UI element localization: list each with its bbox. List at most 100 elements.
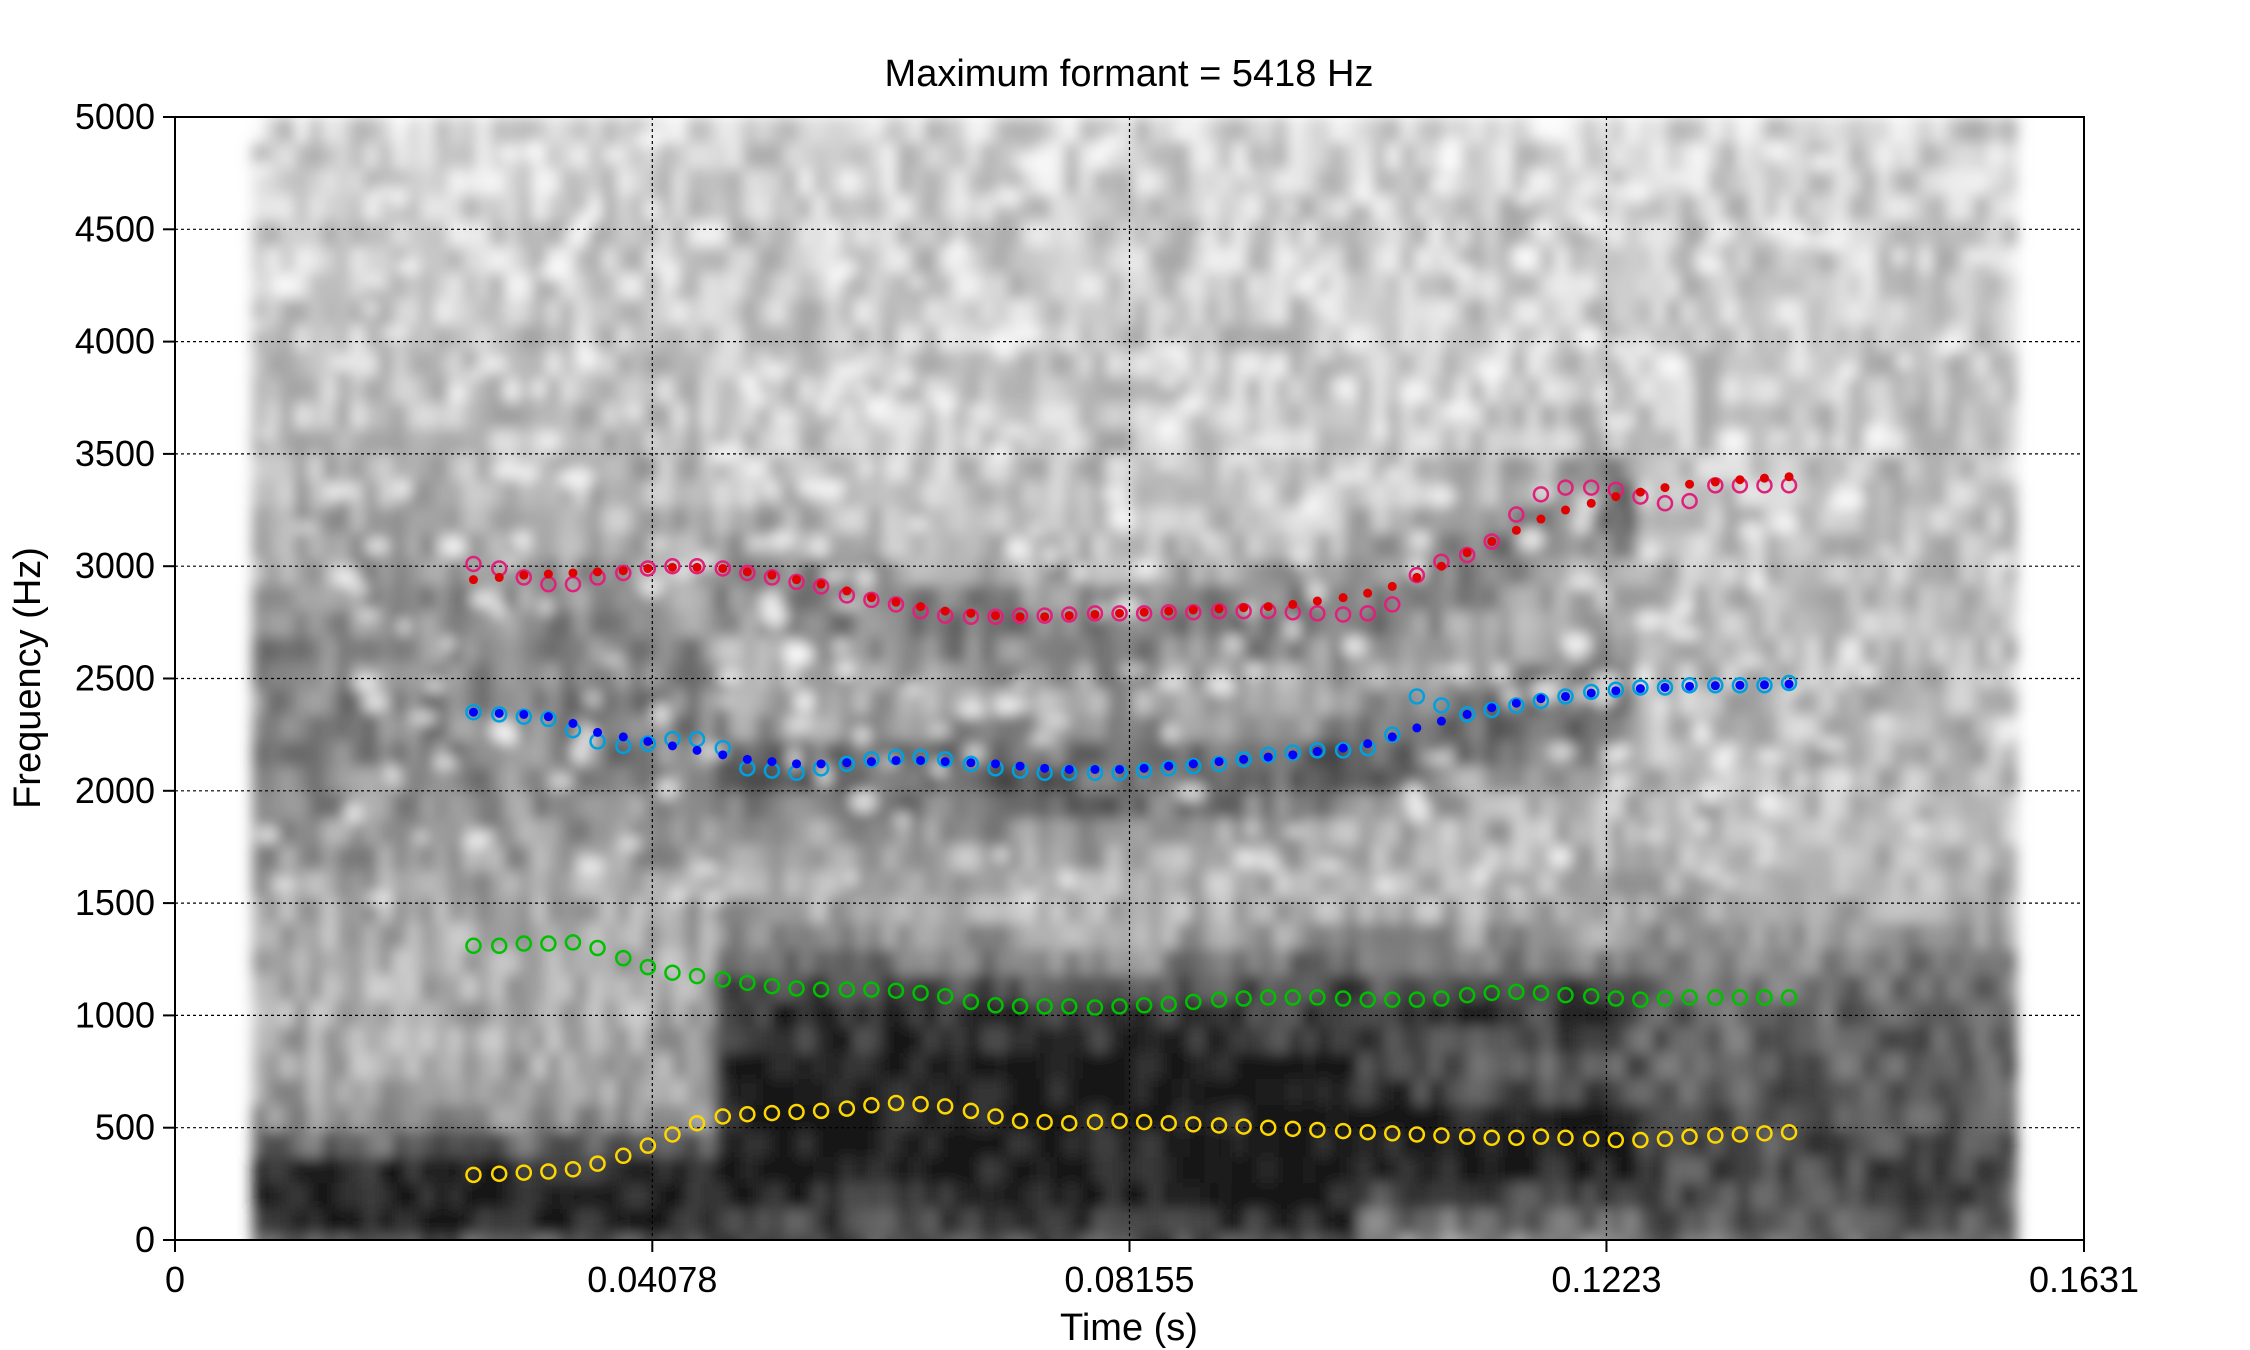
data-point bbox=[639, 958, 657, 976]
data-point bbox=[1656, 1130, 1674, 1148]
data-point bbox=[1707, 676, 1724, 694]
formant-series-1 bbox=[465, 1094, 1798, 1184]
data-point bbox=[1210, 755, 1228, 773]
data-point bbox=[987, 997, 1004, 1014]
x-tick-label: 0.1631 bbox=[2029, 1259, 2139, 1300]
data-point bbox=[1681, 1128, 1698, 1145]
data-point bbox=[1458, 1128, 1476, 1145]
y-tick-label: 5000 bbox=[75, 96, 155, 137]
data-point bbox=[515, 935, 533, 952]
data-point bbox=[1412, 723, 1422, 733]
data-point bbox=[1532, 984, 1550, 1002]
data-point bbox=[1586, 688, 1596, 698]
data-point bbox=[639, 1137, 657, 1154]
data-point bbox=[838, 755, 856, 773]
data-point bbox=[887, 1094, 905, 1112]
data-point bbox=[1160, 760, 1177, 777]
data-point bbox=[1710, 681, 1720, 691]
data-point bbox=[1111, 1112, 1128, 1130]
data-point bbox=[1784, 679, 1794, 689]
y-tick-label: 1000 bbox=[75, 994, 155, 1035]
data-point bbox=[1036, 998, 1053, 1015]
data-point bbox=[1135, 762, 1153, 779]
y-tick-label: 0 bbox=[135, 1219, 155, 1260]
data-point bbox=[1363, 739, 1373, 749]
data-point bbox=[1259, 1119, 1277, 1136]
data-point bbox=[688, 557, 706, 575]
data-point bbox=[1532, 692, 1550, 710]
data-point bbox=[788, 1103, 805, 1121]
data-point bbox=[692, 562, 702, 572]
data-point bbox=[519, 570, 529, 580]
data-point bbox=[1483, 533, 1501, 550]
data-point bbox=[1387, 581, 1397, 591]
data-point bbox=[714, 1108, 732, 1125]
data-point bbox=[1681, 676, 1698, 694]
data-point bbox=[1436, 716, 1446, 726]
data-point bbox=[1309, 742, 1326, 759]
x-axis-title: Time (s) bbox=[1060, 1307, 1198, 1349]
data-point bbox=[1681, 492, 1698, 510]
data-point bbox=[1235, 990, 1252, 1007]
data-point bbox=[1185, 993, 1202, 1011]
data-point bbox=[990, 611, 1000, 621]
data-point bbox=[564, 934, 582, 951]
data-point bbox=[1582, 683, 1600, 701]
data-point bbox=[1611, 686, 1621, 696]
spectrogram-background bbox=[252, 117, 2021, 1240]
data-point bbox=[1064, 611, 1074, 621]
data-point bbox=[1433, 1127, 1450, 1144]
data-point bbox=[1710, 477, 1720, 487]
data-point bbox=[1759, 473, 1769, 483]
data-point bbox=[1656, 495, 1674, 512]
data-point bbox=[615, 949, 632, 967]
data-point bbox=[1756, 676, 1773, 694]
data-point bbox=[643, 736, 653, 746]
data-point bbox=[1508, 697, 1525, 714]
data-point bbox=[1288, 750, 1298, 760]
data-point bbox=[1557, 986, 1574, 1004]
data-point bbox=[1660, 483, 1670, 493]
data-point bbox=[1334, 742, 1352, 759]
data-point bbox=[1607, 1131, 1625, 1149]
data-point bbox=[1458, 706, 1476, 723]
data-point bbox=[1359, 1123, 1376, 1141]
formant-series-6 bbox=[468, 472, 1794, 622]
data-point bbox=[1780, 1123, 1798, 1141]
data-point bbox=[812, 981, 830, 998]
data-point bbox=[812, 1102, 830, 1120]
data-point bbox=[540, 1163, 557, 1180]
chart-title: Maximum formant = 5418 Hz bbox=[885, 53, 1374, 95]
data-point bbox=[718, 563, 728, 573]
data-point bbox=[664, 964, 681, 981]
data-point bbox=[1334, 606, 1352, 623]
data-point bbox=[739, 974, 756, 992]
data-point bbox=[936, 751, 954, 768]
data-point bbox=[664, 557, 681, 575]
data-point bbox=[1532, 486, 1550, 503]
data-point bbox=[1557, 1129, 1574, 1147]
data-point bbox=[891, 755, 901, 765]
data-point bbox=[1111, 998, 1128, 1015]
data-point bbox=[1210, 602, 1228, 620]
data-point bbox=[1139, 607, 1149, 617]
data-point bbox=[1632, 991, 1649, 1008]
data-point bbox=[1656, 990, 1674, 1007]
data-point bbox=[1536, 694, 1546, 704]
data-point bbox=[465, 555, 482, 573]
data-point bbox=[1784, 472, 1794, 482]
data-point bbox=[1309, 989, 1326, 1006]
data-point bbox=[912, 984, 929, 1002]
data-point bbox=[615, 1147, 632, 1165]
data-point bbox=[742, 754, 752, 764]
data-point bbox=[1408, 991, 1426, 1008]
data-point bbox=[1312, 596, 1322, 606]
data-point bbox=[1487, 703, 1497, 713]
data-point bbox=[1735, 680, 1745, 690]
data-point bbox=[1309, 1121, 1326, 1139]
data-point bbox=[891, 597, 901, 607]
data-point bbox=[1384, 991, 1401, 1008]
data-point bbox=[916, 755, 926, 765]
data-point bbox=[1681, 989, 1698, 1006]
data-point bbox=[515, 569, 533, 586]
